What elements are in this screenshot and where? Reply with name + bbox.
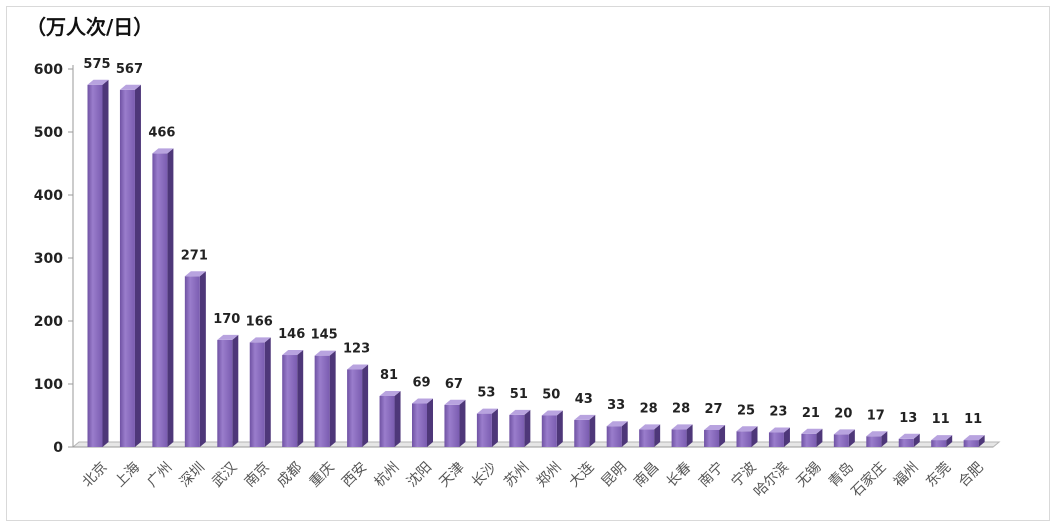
category-label: 广州 <box>144 459 175 490</box>
data-label: 146 <box>278 327 305 342</box>
data-label: 145 <box>311 328 338 343</box>
bar <box>444 399 466 447</box>
category-label: 哈尔滨 <box>751 459 792 500</box>
category-label: 成都 <box>274 459 305 490</box>
data-label: 25 <box>737 403 755 418</box>
bar <box>606 421 628 447</box>
y-tick-label: 0 <box>53 440 63 456</box>
bar <box>931 435 953 447</box>
category-label: 大连 <box>566 459 597 490</box>
bar <box>963 435 985 447</box>
category-label: 深圳 <box>177 459 208 490</box>
bar <box>639 424 661 447</box>
bar <box>801 428 823 447</box>
data-label: 51 <box>510 387 528 402</box>
category-label: 沈阳 <box>404 459 435 490</box>
data-label: 21 <box>802 406 820 421</box>
category-label: 苏州 <box>501 459 532 490</box>
y-tick-label: 300 <box>34 251 63 267</box>
data-label: 170 <box>213 312 240 327</box>
y-tick-labels: 0 100 200 300 400 500 600 <box>34 62 63 456</box>
data-label: 69 <box>412 376 430 391</box>
category-label: 上海 <box>112 459 143 490</box>
category-label: 南昌 <box>631 459 662 490</box>
data-label: 27 <box>705 402 723 417</box>
bar <box>671 424 693 447</box>
category-label: 长沙 <box>469 459 500 490</box>
data-label: 43 <box>575 392 593 407</box>
data-label: 166 <box>246 314 273 329</box>
data-label: 567 <box>116 62 143 77</box>
category-label: 无锡 <box>793 459 824 490</box>
data-labels: 575 567 466 271 170 166 146 145 123 81 69 67 53 51 50 4… <box>83 57 982 427</box>
bar <box>379 390 401 447</box>
bar <box>898 433 920 447</box>
category-labels: 北京 上海 广州 深圳 武汉 南京 成都 重庆 西安 杭州 沈阳 天津 长沙 苏州 郑州 大连 昆明 南昌 长春 南宁… <box>79 459 986 501</box>
bar <box>768 427 790 447</box>
bar <box>119 84 141 447</box>
bar <box>184 271 206 447</box>
bar <box>249 337 271 447</box>
category-label: 东莞 <box>923 459 954 490</box>
category-label: 石家庄 <box>848 459 890 501</box>
bar <box>412 398 433 447</box>
data-label: 575 <box>83 57 110 72</box>
data-label: 271 <box>181 248 208 263</box>
bar <box>866 431 888 447</box>
chart-floor <box>71 441 1001 448</box>
data-label: 67 <box>445 377 463 392</box>
bar <box>736 426 758 447</box>
y-axis-unit-label: （万人次/日） <box>26 15 153 39</box>
category-label: 福州 <box>891 459 922 490</box>
category-label: 南宁 <box>695 459 727 491</box>
y-tick-label: 200 <box>34 314 63 330</box>
bar <box>217 334 239 447</box>
category-label: 昆明 <box>599 459 630 490</box>
data-label: 33 <box>607 398 625 413</box>
data-label: 50 <box>542 388 560 403</box>
data-label: 53 <box>477 386 495 401</box>
bar <box>314 350 336 447</box>
category-label: 合肥 <box>956 459 987 490</box>
data-label: 23 <box>769 405 787 420</box>
bar <box>509 409 531 447</box>
category-label: 郑州 <box>534 459 565 490</box>
data-label: 11 <box>932 412 950 427</box>
bar <box>87 79 109 447</box>
bar <box>704 424 726 447</box>
bar <box>574 414 596 447</box>
data-label: 123 <box>343 342 370 357</box>
y-tick-label: 600 <box>34 62 63 78</box>
data-label: 81 <box>380 368 398 383</box>
bar <box>833 429 855 447</box>
y-tick-label: 100 <box>34 377 63 393</box>
category-label: 武汉 <box>209 459 240 490</box>
category-label: 长春 <box>664 459 695 490</box>
category-label: 南京 <box>242 459 273 490</box>
bar <box>541 410 563 447</box>
bar <box>282 350 304 447</box>
data-label: 17 <box>867 408 885 423</box>
data-label: 13 <box>899 411 917 426</box>
y-tick-label: 500 <box>34 125 63 141</box>
category-label: 杭州 <box>372 459 403 490</box>
category-label: 天津 <box>436 459 467 490</box>
data-label: 28 <box>672 401 690 416</box>
chart-frame <box>6 6 1050 521</box>
data-label: 20 <box>834 406 852 421</box>
bar <box>152 148 174 448</box>
data-label: 466 <box>148 125 175 140</box>
bar <box>347 364 369 447</box>
data-label: 28 <box>640 401 658 416</box>
y-tick-label: 400 <box>34 188 63 204</box>
floor-plane <box>71 441 1001 448</box>
bar <box>476 408 498 447</box>
category-label: 重庆 <box>307 459 338 490</box>
category-label: 西安 <box>339 459 370 490</box>
category-label: 北京 <box>79 459 110 490</box>
bars <box>87 79 985 448</box>
data-label: 11 <box>964 412 982 427</box>
